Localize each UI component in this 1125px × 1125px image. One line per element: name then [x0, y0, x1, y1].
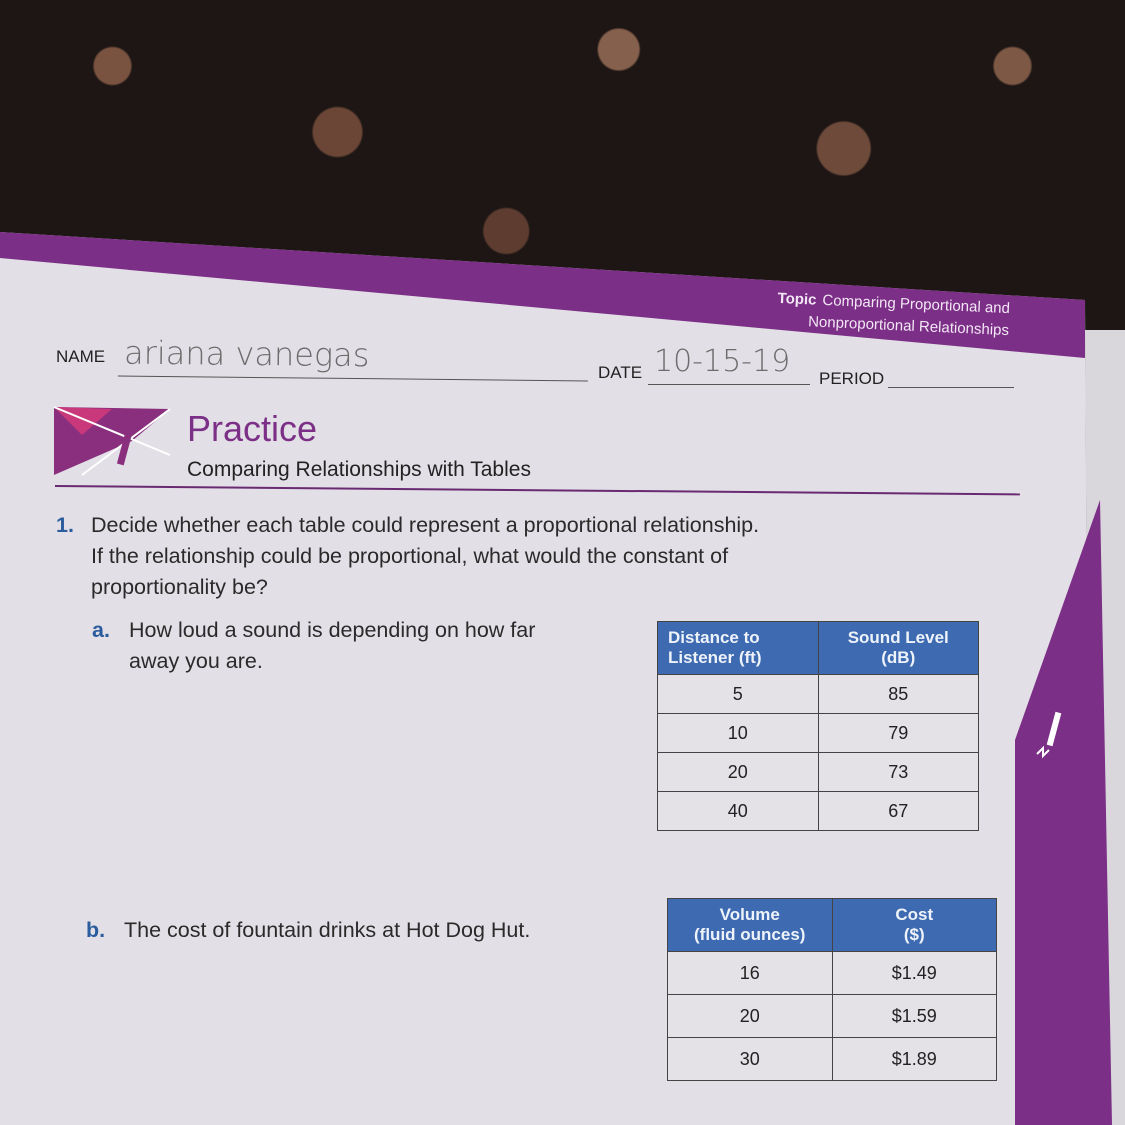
cost-table: Volume (fluid ounces) Cost ($) 16 $1.49 20 $… [667, 898, 997, 1081]
table-cell: 30 [667, 1037, 833, 1081]
table-cell: 10 [657, 713, 819, 753]
part-a: a. How loud a sound is depending on how f… [92, 615, 535, 677]
table-row: 10 79 [657, 713, 979, 753]
table-cell: 20 [667, 994, 833, 1038]
period-field[interactable] [888, 365, 1014, 388]
part-a-letter: a. [92, 618, 110, 642]
section-subtitle: Comparing Relationships with Tables [187, 458, 531, 481]
question-text-3: proportionality be? [91, 575, 268, 599]
table-cell: 79 [817, 713, 979, 753]
section-title: Practice [187, 408, 318, 449]
date-value: 10-15-19 [654, 344, 791, 379]
part-b-letter: b. [86, 918, 106, 942]
period-label: PERIOD [819, 369, 885, 388]
date-field[interactable]: 10-15-19 [648, 344, 810, 385]
table-cell: 5 [657, 674, 819, 714]
name-value: ariana vanegas [123, 333, 370, 375]
table-row: 16 $1.49 [667, 951, 997, 995]
name-field[interactable]: ariana vanegas [117, 334, 589, 382]
table-cell: 20 [657, 752, 819, 792]
pencil-icon [1036, 711, 1062, 759]
table-cell: 85 [817, 674, 979, 714]
part-a-text-1: How loud a sound is depending on how far [129, 618, 536, 642]
table-row: 5 85 [657, 674, 979, 714]
table-row: 20 $1.59 [667, 994, 997, 1038]
topic-heading: Topic [777, 289, 818, 309]
question-text-1: Decide whether each table could represen… [91, 513, 760, 537]
header-sound-level: Sound Level (dB) [817, 621, 979, 675]
question-text-2: If the relationship could be proportiona… [91, 544, 729, 568]
practice-logo-icon [53, 406, 171, 476]
header-distance: Distance to Listener (ft) [657, 621, 819, 675]
table-row: 40 67 [657, 791, 979, 831]
sound-table: Distance to Listener (ft) Sound Level (dB)… [657, 621, 979, 831]
part-a-text-2: away you are. [129, 649, 263, 673]
name-label: NAME [56, 347, 106, 366]
table-header-row: Distance to Listener (ft) Sound Level (dB) [657, 621, 979, 675]
table-cell: $1.59 [831, 994, 997, 1038]
header-volume: Volume (fluid ounces) [667, 898, 833, 952]
table-cell: 16 [667, 951, 833, 995]
table-cell: 67 [817, 791, 979, 831]
table-cell: 73 [817, 752, 979, 792]
table-row: 20 73 [657, 752, 979, 792]
header-cost: Cost ($) [831, 898, 997, 952]
table-header-row: Volume (fluid ounces) Cost ($) [667, 898, 997, 952]
question-1: 1. Decide whether each table could repres… [56, 510, 759, 603]
table-row: 30 $1.89 [667, 1037, 997, 1081]
table-cell: $1.49 [831, 951, 997, 995]
question-number: 1. [56, 513, 74, 537]
part-b-text: The cost of fountain drinks at Hot Dog H… [124, 918, 531, 942]
table-cell: $1.89 [831, 1037, 997, 1081]
part-b: b. The cost of fountain drinks at Hot Dog… [86, 915, 530, 946]
date-label: DATE [598, 363, 643, 382]
table-cell: 40 [657, 791, 819, 831]
